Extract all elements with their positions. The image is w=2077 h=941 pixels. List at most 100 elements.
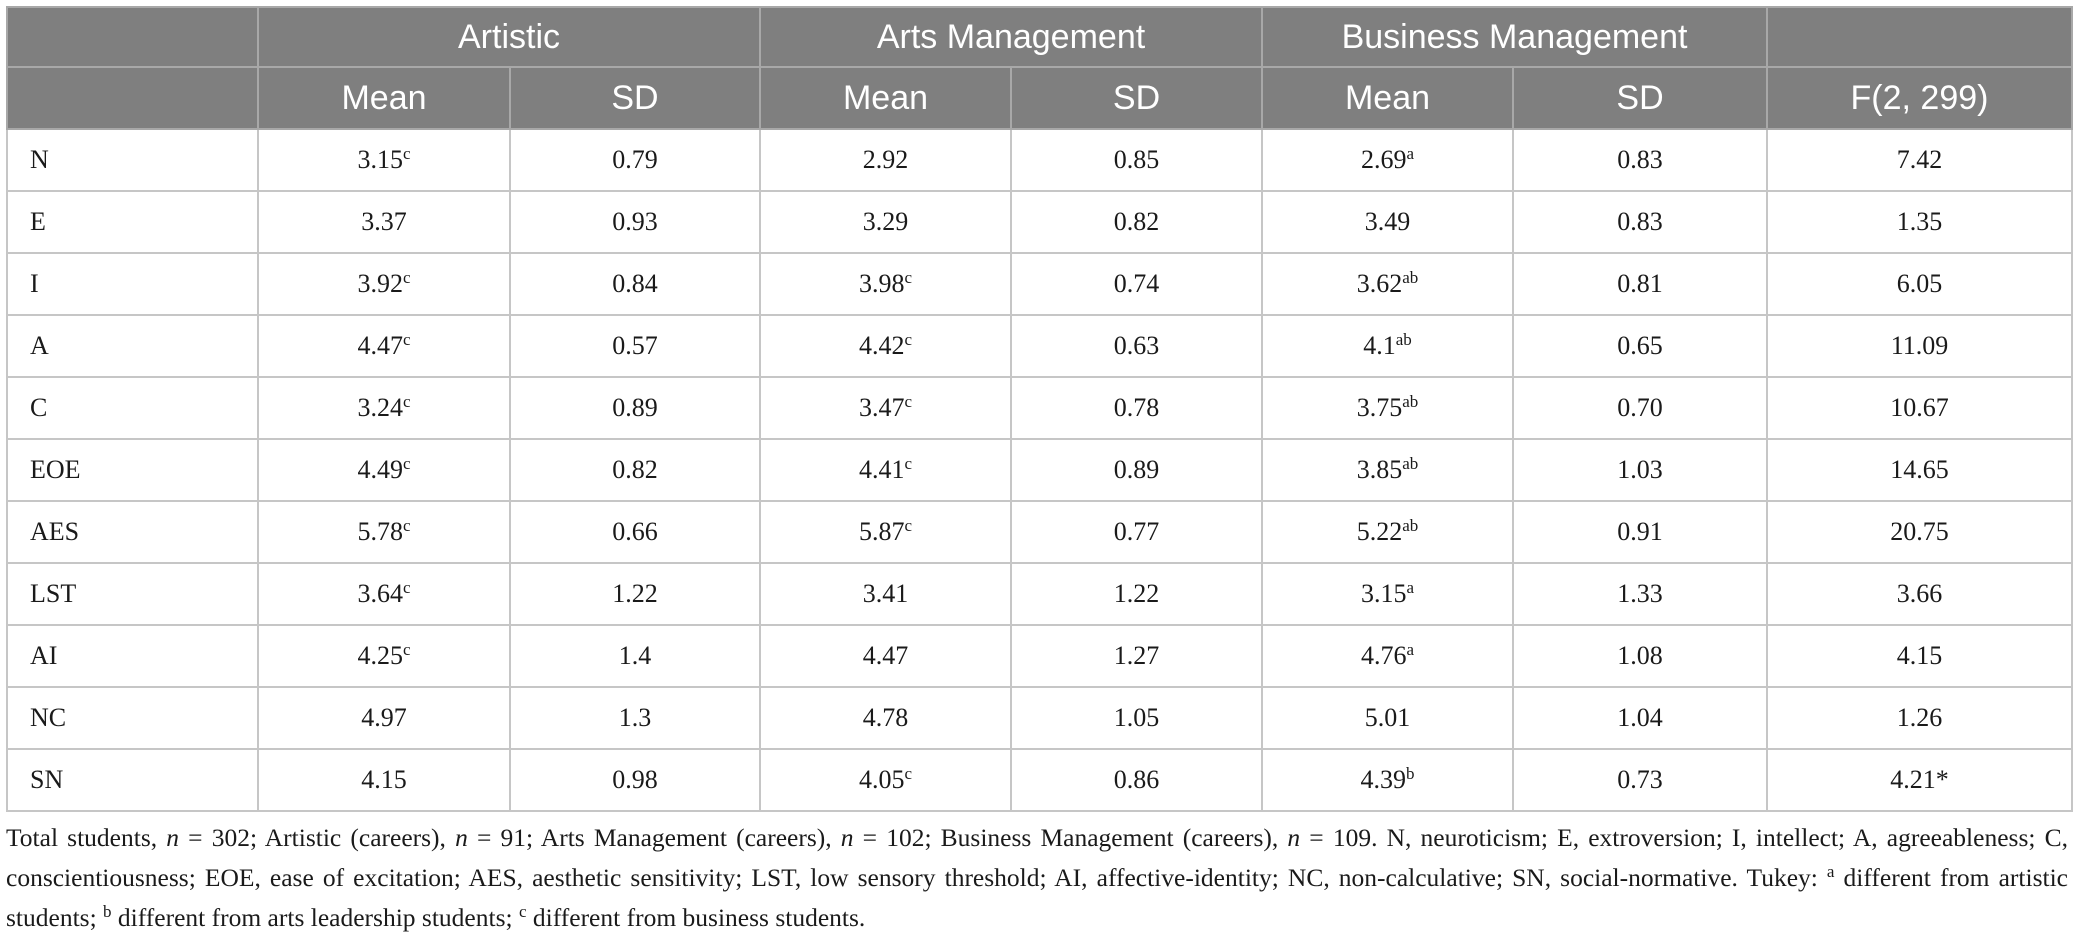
- cell-superscript: c: [402, 268, 411, 287]
- table-cell: 0.74: [1009, 252, 1264, 316]
- footnote-text: = 91; Arts Management (careers),: [467, 823, 841, 852]
- sub-header-business-mean: Mean: [1261, 66, 1515, 130]
- table-cell: 0.78: [1009, 376, 1264, 440]
- table-cell: 0.84: [509, 252, 761, 316]
- cell-value: 5.78: [357, 517, 403, 546]
- row-label: N: [6, 128, 259, 192]
- table-cell: 3.24c: [257, 376, 511, 440]
- cell-superscript: c: [904, 516, 913, 535]
- table-cell: 4.1ab: [1261, 314, 1515, 378]
- sub-header-label: [6, 66, 259, 130]
- row-label: A: [6, 314, 259, 378]
- table-cell: 4.21*: [1766, 748, 2074, 812]
- cell-value: 5.01: [1364, 703, 1411, 732]
- cell-superscript: ab: [1402, 392, 1419, 411]
- table-cell: 7.42: [1766, 128, 2074, 192]
- sub-header-business-sd: SD: [1512, 66, 1769, 130]
- cell-value: 4.47: [862, 641, 909, 670]
- table-cell: 0.83: [1512, 190, 1769, 254]
- cell-value: 1.4: [618, 641, 652, 670]
- row-label: I: [6, 252, 259, 316]
- cell-value: 0.66: [612, 517, 658, 546]
- table-cell: 3.66: [1766, 562, 2074, 626]
- cell-value: 1.33: [1617, 579, 1663, 608]
- cell-value: 0.98: [612, 765, 658, 794]
- table-cell: 0.73: [1512, 748, 1769, 812]
- table-cell: 0.82: [1009, 190, 1264, 254]
- table-cell: 3.37: [257, 190, 511, 254]
- cell-value: 0.78: [1113, 393, 1160, 422]
- cell-superscript: ab: [1402, 454, 1419, 473]
- cell-superscript: c: [904, 454, 913, 473]
- results-table: Artistic Arts Management Business Manage…: [6, 6, 2074, 812]
- table-cell: 4.76a: [1261, 624, 1515, 688]
- table-cell: 20.75: [1766, 500, 2074, 564]
- cell-value: 4.97: [361, 703, 407, 732]
- table-cell: 3.85ab: [1261, 438, 1515, 502]
- cell-superscript: ab: [1395, 330, 1412, 349]
- table-row: LST 3.64c 1.22 3.41 1.22 3.15a 1.33 3.66: [6, 562, 2074, 626]
- table-cell: 10.67: [1766, 376, 2074, 440]
- cell-value: 0.57: [612, 331, 658, 360]
- row-label: LST: [6, 562, 259, 626]
- table-cell: 3.15a: [1261, 562, 1515, 626]
- cell-value: 3.62: [1356, 269, 1403, 298]
- cell-value: 3.41: [862, 579, 909, 608]
- table-cell: 0.98: [509, 748, 761, 812]
- table-cell: 0.83: [1512, 128, 1769, 192]
- group-header-row: Artistic Arts Management Business Manage…: [6, 6, 2074, 68]
- row-label: AI: [6, 624, 259, 688]
- table-cell: 5.01: [1261, 686, 1515, 750]
- cell-superscript: ab: [1402, 516, 1419, 535]
- table-cell: 14.65: [1766, 438, 2074, 502]
- table-cell: 0.77: [1009, 500, 1264, 564]
- cell-superscript: c: [904, 392, 913, 411]
- cell-value: 4.25: [357, 641, 403, 670]
- footnote-text: different from artistic students;: [6, 863, 2068, 932]
- table-row: AI 4.25c 1.4 4.47 1.27 4.76a 1.08 4.15: [6, 624, 2074, 688]
- table-footnote: Total students, n = 302; Artistic (caree…: [6, 818, 2068, 938]
- footnote-text: different from business students.: [526, 903, 866, 932]
- cell-value: 0.84: [612, 269, 658, 298]
- cell-value: 5.22: [1356, 517, 1403, 546]
- table-cell: 6.05: [1766, 252, 2074, 316]
- cell-value: 0.89: [612, 393, 658, 422]
- cell-value: 4.15: [361, 765, 407, 794]
- footnote-superscript: a: [1826, 862, 1835, 881]
- sub-header-arts-mgmt-mean: Mean: [759, 66, 1012, 130]
- cell-value: 1.27: [1113, 641, 1160, 670]
- footnote-n-symbol: n: [166, 823, 180, 852]
- table-body: N 3.15c 0.79 2.92 0.85 2.69a 0.83 7.42 E 3.37 0.93…: [6, 128, 2074, 812]
- cell-value: 4.05: [858, 765, 905, 794]
- cell-value: 0.85: [1113, 145, 1160, 174]
- cell-superscript: c: [402, 144, 411, 163]
- table-cell: 3.47c: [759, 376, 1012, 440]
- table-cell: 1.27: [1009, 624, 1264, 688]
- table-cell: 1.26: [1766, 686, 2074, 750]
- footnote-text: = 302; Artistic (careers),: [179, 823, 456, 852]
- footnote-superscript: b: [103, 902, 112, 921]
- table-cell: 0.85: [1009, 128, 1264, 192]
- table-cell: 1.08: [1512, 624, 1769, 688]
- cell-value: 1.22: [1113, 579, 1160, 608]
- cell-value: 3.15: [1360, 579, 1407, 608]
- cell-superscript: a: [1406, 144, 1415, 163]
- table-cell: 5.78c: [257, 500, 511, 564]
- cell-value: 4.76: [1360, 641, 1407, 670]
- table-cell: 4.25c: [257, 624, 511, 688]
- table-cell: 0.89: [1009, 438, 1264, 502]
- table-row: AES 5.78c 0.66 5.87c 0.77 5.22ab 0.91 20.75: [6, 500, 2074, 564]
- cell-value: 1.08: [1617, 641, 1663, 670]
- cell-superscript: c: [904, 330, 913, 349]
- table-cell: 3.62ab: [1261, 252, 1515, 316]
- table-cell: 4.97: [257, 686, 511, 750]
- row-label: AES: [6, 500, 259, 564]
- table-row: NC 4.97 1.3 4.78 1.05 5.01 1.04 1.26: [6, 686, 2074, 750]
- row-label: EOE: [6, 438, 259, 502]
- cell-value: 4.41: [858, 455, 905, 484]
- table-cell: 1.03: [1512, 438, 1769, 502]
- cell-value: 0.74: [1113, 269, 1160, 298]
- cell-superscript: c: [402, 578, 411, 597]
- footnote-text: = 102; Business Management (careers),: [853, 823, 1288, 852]
- cell-value: 4.49: [357, 455, 403, 484]
